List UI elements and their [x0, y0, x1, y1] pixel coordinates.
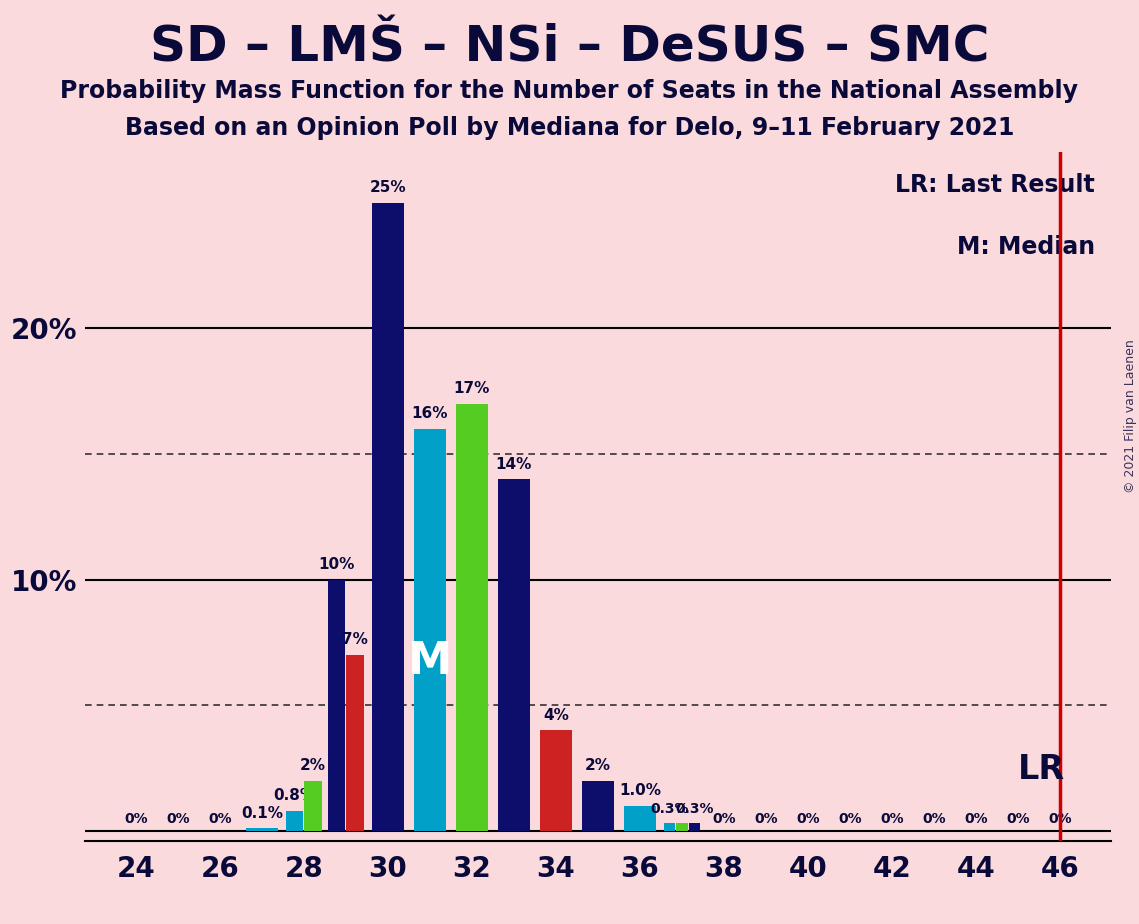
- Text: M: M: [408, 640, 452, 684]
- Text: Probability Mass Function for the Number of Seats in the National Assembly: Probability Mass Function for the Number…: [60, 79, 1079, 103]
- Text: 25%: 25%: [369, 180, 407, 195]
- Text: 0.3%: 0.3%: [675, 802, 714, 816]
- Bar: [582, 781, 614, 831]
- Bar: [498, 479, 530, 831]
- Text: Based on an Opinion Poll by Mediana for Delo, 9–11 February 2021: Based on an Opinion Poll by Mediana for …: [125, 116, 1014, 140]
- Text: 0%: 0%: [965, 812, 988, 826]
- Text: 2%: 2%: [301, 758, 326, 773]
- Text: 0%: 0%: [124, 812, 148, 826]
- Text: 0.3%: 0.3%: [650, 802, 689, 816]
- Text: 0%: 0%: [880, 812, 904, 826]
- Text: 17%: 17%: [453, 382, 490, 396]
- Bar: [624, 806, 656, 831]
- Text: 0%: 0%: [712, 812, 736, 826]
- Text: 10%: 10%: [319, 557, 355, 572]
- Bar: [346, 655, 364, 831]
- Text: 0.1%: 0.1%: [240, 806, 282, 821]
- Bar: [246, 828, 278, 831]
- Text: 0%: 0%: [1048, 812, 1072, 826]
- Text: 2%: 2%: [585, 758, 611, 773]
- Text: 4%: 4%: [543, 708, 568, 723]
- Text: 0%: 0%: [754, 812, 778, 826]
- Text: 16%: 16%: [411, 407, 448, 421]
- Text: 0.8%: 0.8%: [273, 788, 316, 803]
- Text: 14%: 14%: [495, 456, 532, 471]
- Text: 0%: 0%: [1006, 812, 1030, 826]
- Bar: [372, 202, 403, 831]
- Bar: [328, 579, 345, 831]
- Bar: [304, 781, 322, 831]
- Text: 0%: 0%: [796, 812, 820, 826]
- Text: M: Median: M: Median: [957, 235, 1096, 259]
- Bar: [415, 429, 445, 831]
- Text: 1.0%: 1.0%: [618, 784, 661, 798]
- Bar: [457, 404, 487, 831]
- Text: © 2021 Filip van Laenen: © 2021 Filip van Laenen: [1124, 339, 1137, 492]
- Bar: [540, 730, 572, 831]
- Text: LR: Last Result: LR: Last Result: [895, 173, 1096, 197]
- Text: SD – LMŠ – NSi – DeSUS – SMC: SD – LMŠ – NSi – DeSUS – SMC: [149, 23, 990, 71]
- Bar: [286, 810, 303, 831]
- Text: 0%: 0%: [838, 812, 862, 826]
- Bar: [689, 823, 700, 831]
- Text: LR: LR: [1018, 752, 1065, 785]
- Text: 0%: 0%: [208, 812, 231, 826]
- Text: 0%: 0%: [166, 812, 190, 826]
- Bar: [664, 823, 675, 831]
- Text: 7%: 7%: [342, 632, 368, 648]
- Text: 0%: 0%: [923, 812, 945, 826]
- Bar: [677, 823, 688, 831]
